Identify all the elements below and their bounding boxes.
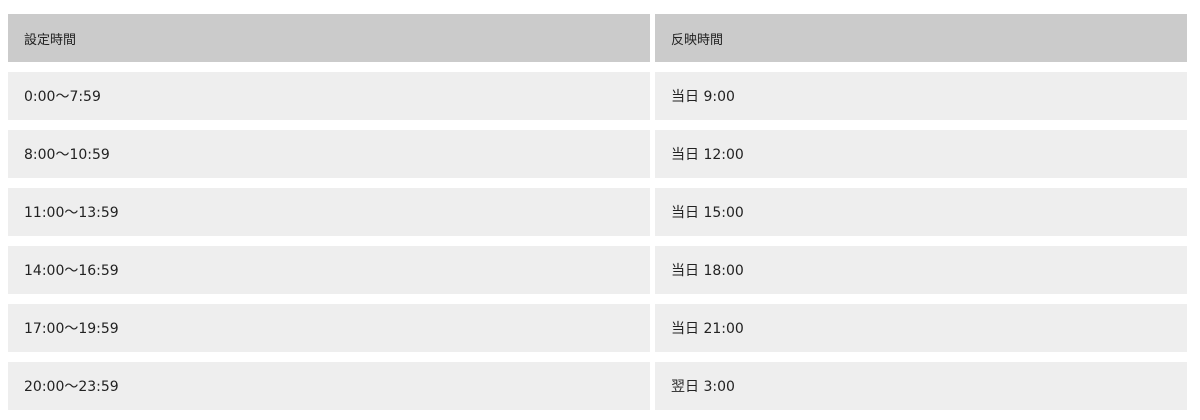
- reflect-time-cell: 当日 21:00: [655, 304, 1187, 352]
- setting-time-cell: 14:00〜16:59: [8, 246, 650, 294]
- header-row: 設定時間 反映時間: [8, 14, 1187, 62]
- table-row: 0:00〜7:59 当日 9:00: [8, 72, 1187, 120]
- table-row: 8:00〜10:59 当日 12:00: [8, 130, 1187, 178]
- schedule-table: 設定時間 反映時間 0:00〜7:59 当日 9:00 8:00〜10:59 当日 …: [3, 4, 1192, 420]
- setting-time-cell: 11:00〜13:59: [8, 188, 650, 236]
- table-row: 20:00〜23:59 翌日 3:00: [8, 362, 1187, 410]
- reflect-time-cell: 当日 18:00: [655, 246, 1187, 294]
- header-reflect-time: 反映時間: [655, 14, 1187, 62]
- reflect-time-cell: 当日 12:00: [655, 130, 1187, 178]
- header-setting-time: 設定時間: [8, 14, 650, 62]
- setting-time-cell: 8:00〜10:59: [8, 130, 650, 178]
- reflect-time-cell: 翌日 3:00: [655, 362, 1187, 410]
- setting-time-cell: 0:00〜7:59: [8, 72, 650, 120]
- reflect-time-cell: 当日 15:00: [655, 188, 1187, 236]
- table-row: 14:00〜16:59 当日 18:00: [8, 246, 1187, 294]
- table-row: 17:00〜19:59 当日 21:00: [8, 304, 1187, 352]
- setting-time-cell: 17:00〜19:59: [8, 304, 650, 352]
- reflect-time-cell: 当日 9:00: [655, 72, 1187, 120]
- table-row: 11:00〜13:59 当日 15:00: [8, 188, 1187, 236]
- setting-time-cell: 20:00〜23:59: [8, 362, 650, 410]
